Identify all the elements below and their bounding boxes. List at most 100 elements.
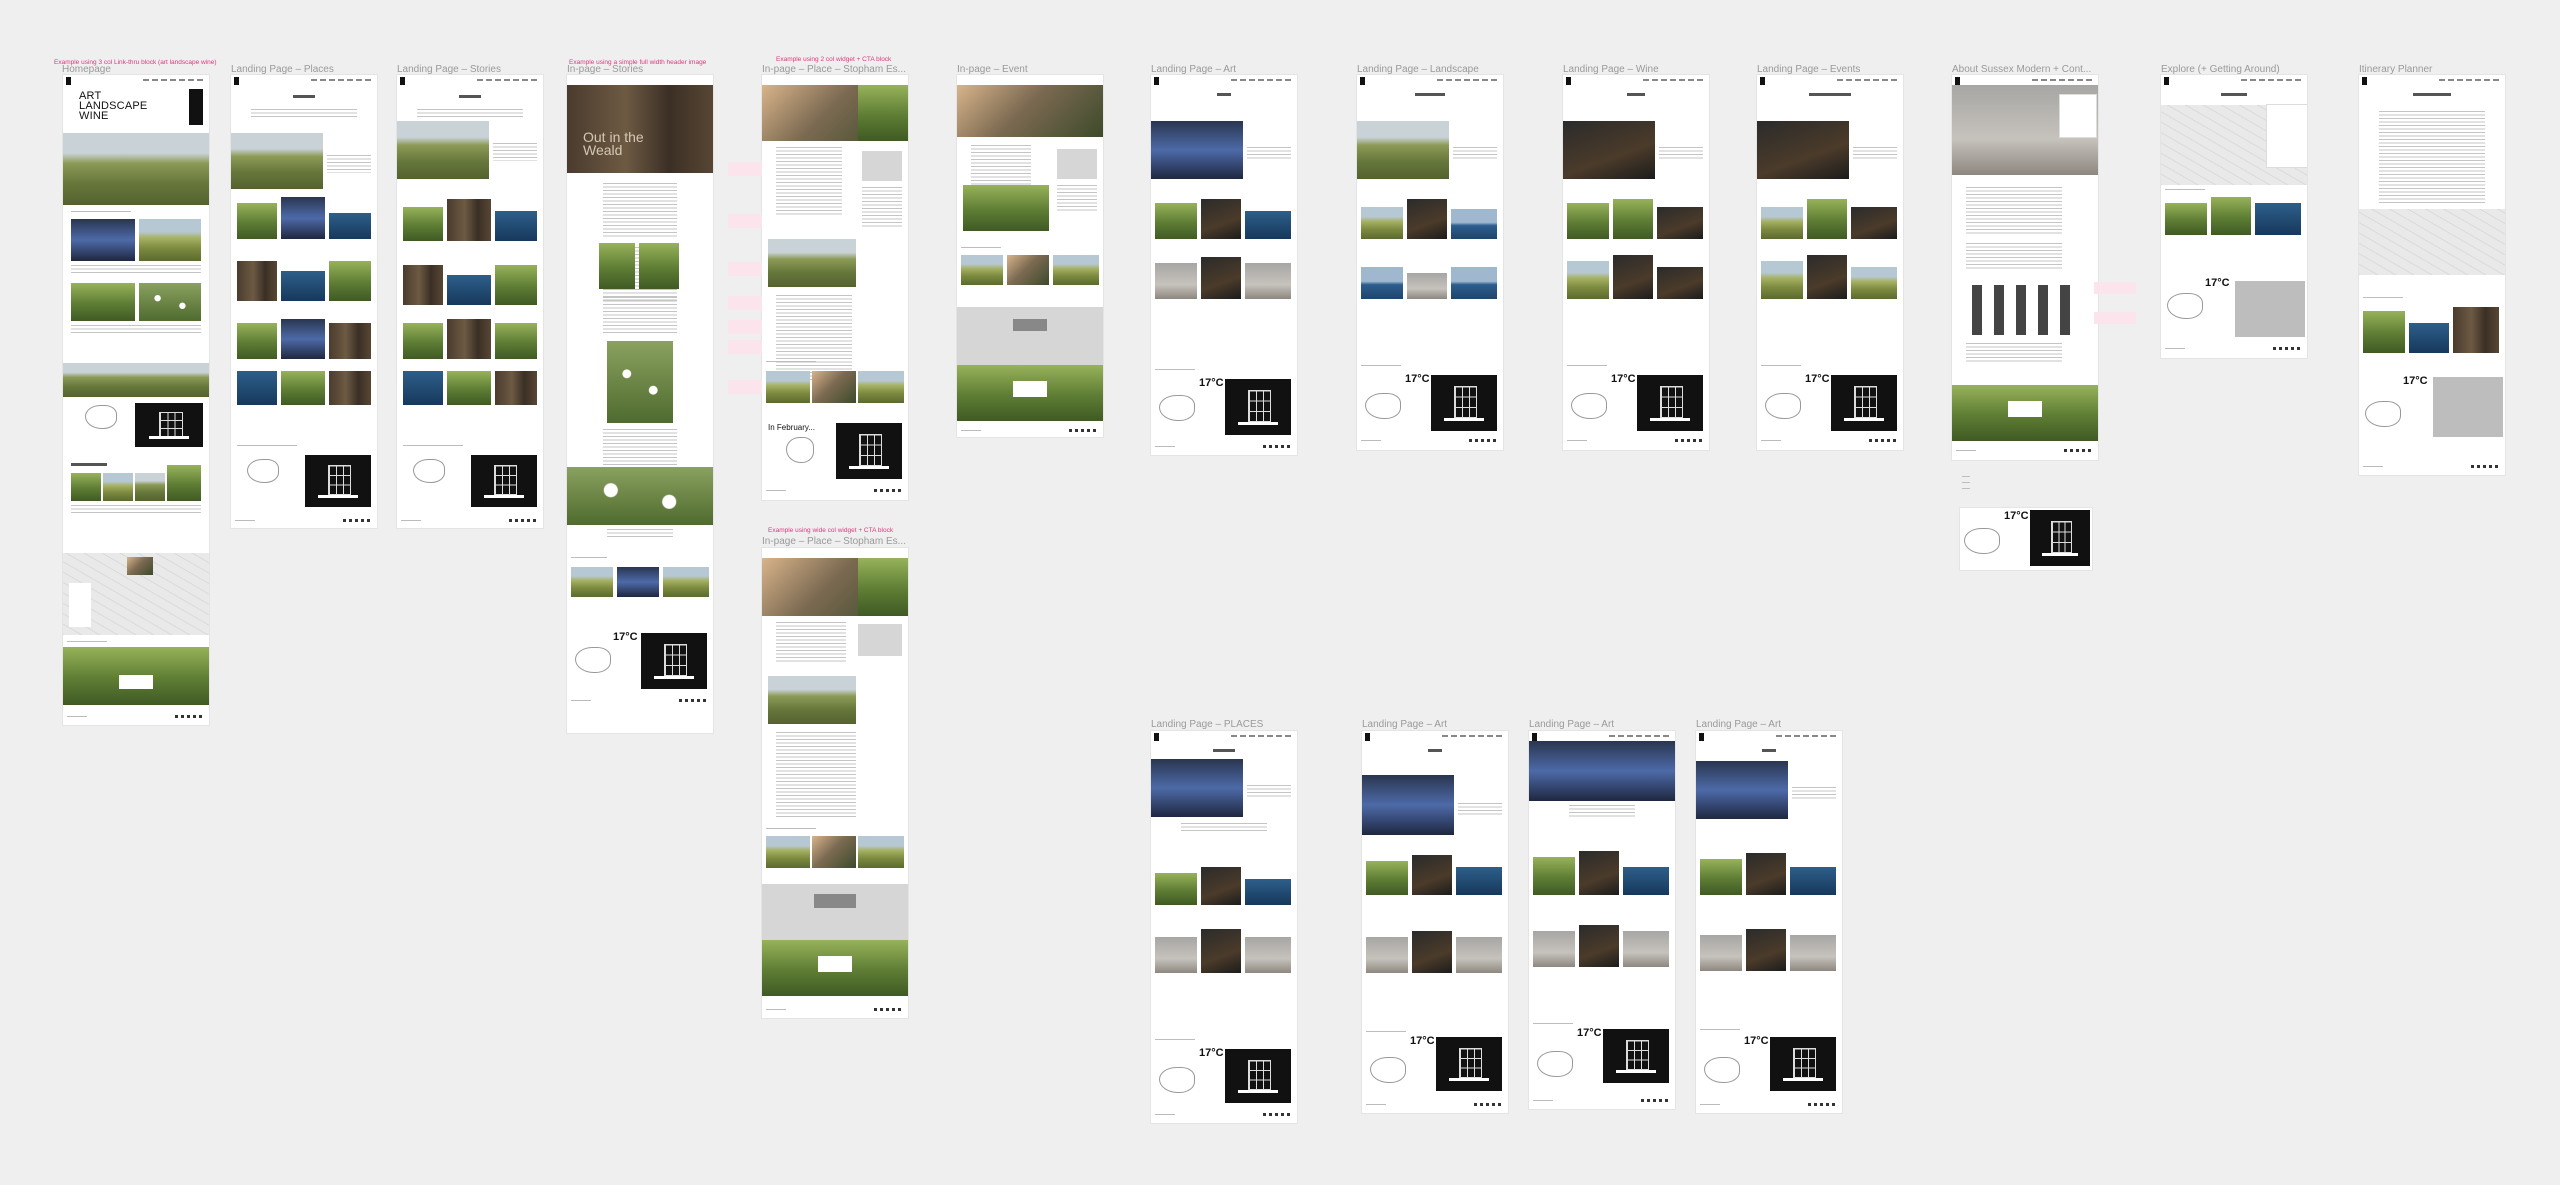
itinerary-list[interactable] [2379, 111, 2485, 203]
weather-temp: 17°C [1405, 373, 1430, 385]
frame-itinerary[interactable]: 17°C [2359, 75, 2505, 475]
frame-label-places[interactable]: Landing Page – Places [231, 64, 334, 75]
frame-label-explore[interactable]: Explore (+ Getting Around) [2161, 64, 2280, 75]
frame-art-2[interactable]: 17°C [1362, 731, 1508, 1113]
section-title [1366, 1031, 1406, 1033]
frame-label-inpage-event[interactable]: In-page – Event [957, 64, 1028, 75]
frame-inpage-place[interactable]: In February... [762, 75, 908, 500]
form-fields[interactable] [1966, 243, 2062, 271]
frame-label-inpage-stories[interactable]: In-page – Stories [567, 64, 644, 75]
frame-explore[interactable]: 17°C [2161, 75, 2307, 358]
cta-panel[interactable] [1225, 1049, 1291, 1103]
frame-places-2[interactable]: 17°C [1151, 731, 1297, 1123]
frame-label-inpage-place[interactable]: In-page – Place – Stopham Es... [762, 64, 906, 75]
card-image [139, 219, 201, 261]
frame-art-4[interactable]: 17°C [1696, 731, 1842, 1113]
frame-art-3[interactable]: 17°C [1529, 731, 1675, 1109]
frame-label-art-4[interactable]: Landing Page – Art [1696, 719, 1782, 730]
body-text [776, 295, 852, 381]
frame-inpage-event[interactable] [957, 75, 1103, 437]
cta-panel[interactable] [1603, 1029, 1669, 1083]
page-heading [459, 95, 481, 98]
frame-label-landscape[interactable]: Landing Page – Landscape [1357, 64, 1479, 75]
feature-image [397, 121, 489, 179]
frame-wine[interactable]: 17°C [1563, 75, 1709, 450]
info-text [1057, 185, 1097, 213]
illustration-sketch [1765, 393, 1801, 419]
cta-box[interactable] [119, 675, 153, 689]
top-nav [1529, 731, 1675, 741]
cta-panel[interactable] [1770, 1037, 1836, 1091]
frame-label-art-2[interactable]: Landing Page – Art [1362, 719, 1448, 730]
cta-button[interactable] [814, 894, 856, 908]
frame-label-art-3[interactable]: Landing Page – Art [1529, 719, 1615, 730]
frame-label-events[interactable]: Landing Page – Events [1757, 64, 1861, 75]
card-text [71, 265, 201, 273]
cta-panel[interactable] [1637, 375, 1703, 431]
intro-text [71, 211, 131, 213]
footer [1357, 437, 1503, 445]
frame-label-about[interactable]: About Sussex Modern + Cont... [1952, 64, 2092, 75]
frame-inpage-place-2[interactable] [762, 548, 908, 1018]
illustration-sketch [1537, 1051, 1573, 1077]
frame-places[interactable] [231, 75, 377, 528]
top-nav [1952, 75, 2098, 85]
cta-box[interactable] [1013, 381, 1047, 397]
card-image [281, 197, 325, 239]
frame-label-stories[interactable]: Landing Page – Stories [397, 64, 501, 75]
section-title [2363, 297, 2403, 299]
feature-text [1792, 787, 1836, 801]
section-title [1567, 365, 1607, 367]
cta-box[interactable] [818, 956, 852, 972]
cta-panel[interactable] [1831, 375, 1897, 431]
card-image [858, 371, 904, 403]
hero-image [567, 85, 713, 173]
card-image [1155, 937, 1197, 973]
filter-row[interactable] [1181, 823, 1267, 831]
frame-label-homepage[interactable]: Homepage [62, 64, 111, 75]
card-image [281, 271, 325, 301]
frame-label-art[interactable]: Landing Page – Art [1151, 64, 1237, 75]
hero-image [957, 85, 1103, 137]
illustration-sketch [575, 647, 611, 673]
cta-panel[interactable] [641, 633, 707, 689]
cta-panel[interactable] [2433, 377, 2503, 437]
cta-panel[interactable] [836, 423, 902, 479]
frame-art[interactable]: 17°C [1151, 75, 1297, 455]
frame-label-places-upper[interactable]: Landing Page – PLACES [1151, 719, 1264, 730]
cta-panel[interactable] [2235, 281, 2305, 337]
frame-label-itinerary[interactable]: Itinerary Planner [2359, 64, 2433, 75]
cta-panel[interactable] [1436, 1037, 1502, 1091]
frame-stories[interactable] [397, 75, 543, 528]
card-image [281, 371, 325, 405]
cta-panel[interactable] [305, 455, 371, 507]
map[interactable] [2359, 209, 2505, 275]
frame-homepage[interactable]: ART LANDSCAPE WINE [63, 75, 209, 725]
card-image [495, 371, 537, 405]
cta-panel[interactable] [471, 455, 537, 507]
annotation-note [728, 262, 762, 276]
frame-landscape[interactable]: 17°C [1357, 75, 1503, 450]
cta-box[interactable] [2008, 401, 2042, 417]
card-image [1623, 931, 1669, 967]
frame-label-inpage-place-2[interactable]: In-page – Place – Stopham Es... [762, 536, 906, 547]
cta-panel[interactable] [1431, 375, 1497, 431]
card-image [1623, 867, 1669, 895]
card-image [1700, 935, 1742, 971]
illustration-sketch [2167, 293, 2203, 319]
frame-label-wine[interactable]: Landing Page – Wine [1563, 64, 1659, 75]
cta-panel[interactable] [2030, 510, 2090, 566]
frame-weather-component[interactable]: 17°C [1960, 508, 2092, 570]
frame-events[interactable]: 17°C [1757, 75, 1903, 450]
newsletter-panel[interactable] [135, 403, 203, 447]
frame-inpage-stories[interactable]: Out in the Weald 17°C [567, 75, 713, 733]
cta-button[interactable] [1013, 319, 1047, 331]
top-nav [2359, 75, 2505, 85]
cta-panel[interactable] [1225, 379, 1291, 435]
card-image [1746, 853, 1786, 895]
nav-links[interactable] [143, 79, 203, 81]
dropdown-menu[interactable] [2060, 95, 2096, 137]
map-filter-panel[interactable] [2267, 105, 2307, 167]
card-image [1155, 873, 1197, 905]
frame-about[interactable] [1952, 75, 2098, 460]
